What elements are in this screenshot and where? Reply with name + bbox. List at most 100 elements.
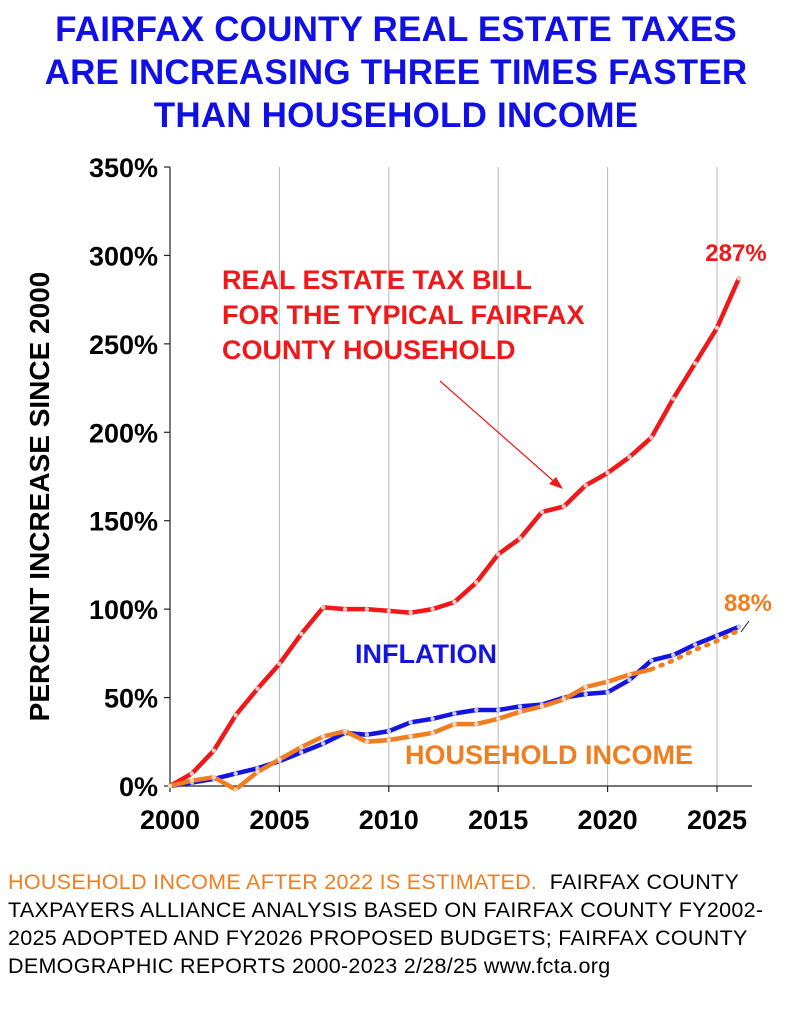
data-point-tax (627, 454, 632, 460)
chart-labels: REAL ESTATE TAX BILL FOR THE TYPICAL FAIR… (222, 240, 772, 770)
title-line-1: FAIRFAX COUNTY REAL ESTATE TAXES (55, 10, 737, 49)
title-line-2: ARE INCREASING THREE TIMES FASTER (44, 53, 748, 92)
data-point-income (474, 721, 479, 727)
footer-estimate-note: HOUSEHOLD INCOME AFTER 2022 IS ESTIMATED… (8, 870, 538, 894)
data-point-tax (495, 552, 501, 557)
x-tick-label: 2010 (359, 805, 419, 835)
data-point-inflation (408, 720, 413, 725)
data-point-income (408, 734, 413, 739)
data-point-inflation (736, 624, 742, 630)
data-point-income (583, 684, 588, 690)
x-tick-label: 2005 (249, 805, 309, 835)
data-point-income (539, 704, 545, 709)
x-tick-label: 2000 (140, 805, 200, 835)
data-point-inflation (452, 711, 457, 716)
axes: 0% 50% 100% 150% 200% 250% 300% 350% 2000 2005 201… (24, 153, 752, 835)
data-point-tax (561, 504, 567, 509)
tax-end-label: 287% (705, 240, 766, 267)
data-point-tax (430, 606, 435, 612)
data-point-tax (649, 435, 654, 440)
title-line-3: THAN HOUSEHOLD INCOME (153, 96, 639, 135)
data-point-income (386, 737, 391, 743)
income-end-label: 88% (724, 590, 772, 617)
data-point-tax (211, 748, 216, 753)
data-point-income (517, 709, 523, 714)
y-tick-label: 100% (89, 595, 158, 625)
y-tick-label: 50% (104, 684, 158, 714)
data-point-tax (277, 661, 282, 667)
data-point-tax (452, 599, 457, 605)
data-point-inflation (692, 642, 698, 647)
data-point-income (320, 734, 326, 739)
data-point-inflation (627, 677, 632, 683)
tax-series-label-line: COUNTY HOUSEHOLD (222, 335, 516, 365)
y-tick-label: 0% (119, 772, 158, 802)
data-point-tax (255, 686, 260, 691)
tax-label-arrowhead (549, 477, 563, 489)
data-point-income (299, 744, 304, 750)
data-point-inflation (386, 728, 391, 734)
chart-title: FAIRFAX COUNTY REAL ESTATE TAXES ARE INC… (0, 8, 792, 137)
data-point-tax (474, 580, 479, 585)
data-point-tax (583, 483, 588, 488)
tax-label-arrow (439, 380, 559, 486)
data-point-income (167, 783, 173, 789)
tax-series-label-line: REAL ESTATE TAX BILL (222, 265, 532, 295)
x-tick-label: 2020 (578, 805, 638, 835)
data-point-tax (736, 276, 742, 281)
data-point-inflation (233, 771, 238, 776)
data-point-tax (714, 325, 720, 331)
y-tick-label: 150% (89, 507, 158, 537)
data-point-tax (517, 536, 523, 541)
data-point-tax (364, 606, 370, 612)
data-point-inflation (430, 716, 435, 721)
y-tick-label: 200% (89, 418, 158, 448)
data-point-tax (386, 608, 391, 614)
data-point-inflation (517, 704, 523, 709)
footer-note: HOUSEHOLD INCOME AFTER 2022 IS ESTIMATED… (8, 868, 788, 980)
data-point-tax (605, 470, 610, 476)
y-tick-label: 250% (89, 330, 158, 360)
data-point-income (364, 739, 370, 744)
data-point-income (211, 774, 216, 780)
data-point-tax (189, 771, 195, 776)
data-point-inflation (474, 707, 479, 713)
data-point-tax (692, 361, 698, 366)
y-tick-label: 300% (89, 241, 158, 271)
data-point-income (627, 672, 632, 677)
income-series-label: HOUSEHOLD INCOME (405, 740, 693, 770)
data-point-income (189, 778, 195, 783)
data-point-income (233, 787, 238, 792)
data-point-tax (671, 396, 676, 401)
data-point-inflation (320, 741, 326, 746)
data-point-income (495, 716, 501, 721)
income-end-pointer (740, 620, 750, 633)
data-point-income (452, 721, 457, 727)
tax-series-label-line: FOR THE TYPICAL FAIRFAX (222, 300, 585, 330)
data-point-inflation (671, 652, 676, 658)
data-point-tax (342, 606, 348, 612)
footer-source: FAIRFAX COUNTY TAXPAYERS ALLIANCE ANALYS… (8, 870, 764, 978)
data-point-income (430, 730, 435, 736)
data-point-inflation (583, 691, 588, 697)
data-point-inflation (649, 658, 654, 663)
y-tick-label: 350% (89, 153, 158, 183)
x-tick-label: 2025 (687, 805, 747, 835)
data-point-inflation (714, 633, 720, 638)
data-point-inflation (495, 707, 501, 713)
series-layer (167, 276, 742, 792)
inflation-series-label: INFLATION (355, 639, 497, 669)
series-line-income_est (649, 628, 742, 672)
y-axis-title: PERCENT INCREASE SINCE 2000 (24, 272, 55, 722)
line-chart: 0% 50% 100% 150% 200% 250% 300% 350% 2000 2005 201… (24, 153, 772, 835)
data-point-income (277, 757, 282, 762)
x-tick-label: 2015 (468, 805, 528, 835)
data-point-income (605, 679, 610, 684)
data-point-tax (539, 509, 545, 515)
data-point-tax (299, 631, 304, 637)
data-point-tax (233, 713, 238, 718)
data-point-income (342, 728, 348, 734)
data-point-income (561, 697, 567, 702)
grid-lines (278, 167, 718, 786)
data-point-inflation (299, 750, 304, 755)
